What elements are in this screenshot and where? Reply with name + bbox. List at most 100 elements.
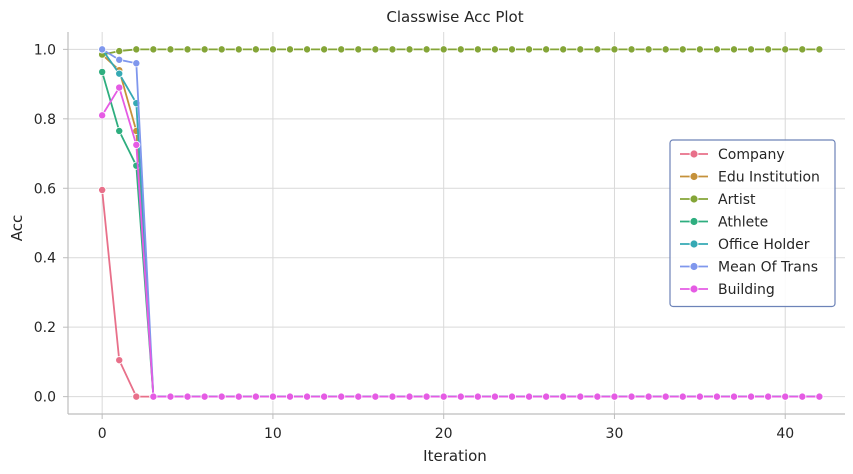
- data-point: [166, 45, 175, 54]
- x-tick-label: 30: [606, 426, 624, 442]
- data-point: [320, 392, 329, 401]
- x-tick-label: 20: [435, 426, 453, 442]
- legend-item: Company: [680, 147, 785, 163]
- legend-label: Company: [718, 147, 785, 163]
- data-point: [234, 392, 243, 401]
- data-point: [337, 45, 346, 54]
- legend-label: Athlete: [718, 215, 768, 231]
- data-point: [303, 392, 312, 401]
- data-point: [354, 45, 363, 54]
- data-point: [405, 45, 414, 54]
- data-point: [730, 392, 739, 401]
- data-point: [798, 392, 807, 401]
- y-tick-label: 0.8: [34, 112, 56, 128]
- data-point: [303, 45, 312, 54]
- y-axis-title: Acc: [8, 215, 26, 242]
- data-point: [132, 45, 141, 54]
- legend-label: Office Holder: [718, 237, 810, 253]
- data-point: [815, 45, 824, 54]
- data-point: [98, 186, 107, 195]
- data-point: [678, 392, 687, 401]
- data-point: [781, 392, 790, 401]
- data-point: [627, 392, 636, 401]
- data-point: [183, 45, 192, 54]
- data-point: [217, 392, 226, 401]
- data-point: [388, 392, 397, 401]
- data-point: [439, 392, 448, 401]
- data-point: [388, 45, 397, 54]
- data-point: [200, 392, 209, 401]
- data-point: [473, 392, 482, 401]
- data-point: [234, 45, 243, 54]
- data-point: [798, 45, 807, 54]
- data-point: [507, 45, 516, 54]
- legend-item: Edu Institution: [680, 170, 820, 186]
- data-point: [712, 45, 721, 54]
- legend-swatch-marker: [689, 262, 699, 271]
- legend-item: Building: [680, 282, 775, 298]
- series-building: [98, 83, 824, 401]
- x-tick-label: 10: [264, 426, 282, 442]
- data-point: [268, 392, 277, 401]
- data-point: [132, 140, 141, 149]
- axes: [63, 32, 845, 419]
- legend-item: Athlete: [680, 215, 768, 231]
- data-point: [661, 45, 670, 54]
- x-tick-label: 40: [776, 426, 794, 442]
- data-point: [593, 392, 602, 401]
- data-point: [576, 45, 585, 54]
- data-point: [251, 45, 260, 54]
- data-point: [132, 59, 141, 68]
- data-point: [490, 392, 499, 401]
- series-artist: [98, 45, 824, 59]
- data-point: [422, 45, 431, 54]
- legend-box: [669, 139, 836, 308]
- legend-item: Mean Of Trans: [680, 260, 818, 276]
- data-point: [115, 55, 124, 64]
- data-point: [371, 392, 380, 401]
- data-point: [627, 45, 636, 54]
- data-point: [747, 45, 756, 54]
- x-axis-title: Iteration: [423, 447, 487, 465]
- data-point: [525, 392, 534, 401]
- data-point: [576, 392, 585, 401]
- data-point: [781, 45, 790, 54]
- data-point: [115, 126, 124, 135]
- data-point: [661, 392, 670, 401]
- legend-swatch-marker: [689, 149, 699, 159]
- data-point: [166, 392, 175, 401]
- data-point: [490, 45, 499, 54]
- data-point: [149, 45, 158, 54]
- data-point: [764, 392, 773, 401]
- data-point: [251, 392, 260, 401]
- y-tick-label: 0.4: [34, 251, 56, 267]
- data-point: [815, 392, 824, 401]
- data-point: [268, 45, 277, 54]
- data-point: [200, 45, 209, 54]
- data-point: [183, 392, 192, 401]
- y-tick-label: 0.6: [34, 181, 56, 197]
- tick-labels: 0 10 20 30 40 0.0 0.2 0.4 0.6 0.8 1.0: [34, 42, 794, 442]
- legend-item: Artist: [680, 192, 756, 208]
- legend-label: Building: [718, 282, 775, 298]
- data-point: [644, 392, 653, 401]
- legend-label: Edu Institution: [718, 170, 820, 186]
- data-point: [610, 392, 619, 401]
- data-point: [695, 392, 704, 401]
- y-tick-label: 0.0: [34, 390, 56, 406]
- data-point: [115, 47, 124, 56]
- data-point: [115, 356, 124, 365]
- data-point: [337, 392, 346, 401]
- data-point: [695, 45, 704, 54]
- data-point: [542, 45, 551, 54]
- chart-title: Classwise Acc Plot: [386, 8, 523, 26]
- data-point: [285, 392, 294, 401]
- data-point: [507, 392, 516, 401]
- legend-swatch-marker: [689, 284, 699, 294]
- legend-label: Artist: [718, 192, 756, 208]
- data-point: [132, 392, 141, 401]
- data-point: [542, 392, 551, 401]
- data-point: [559, 392, 568, 401]
- data-point: [285, 45, 294, 54]
